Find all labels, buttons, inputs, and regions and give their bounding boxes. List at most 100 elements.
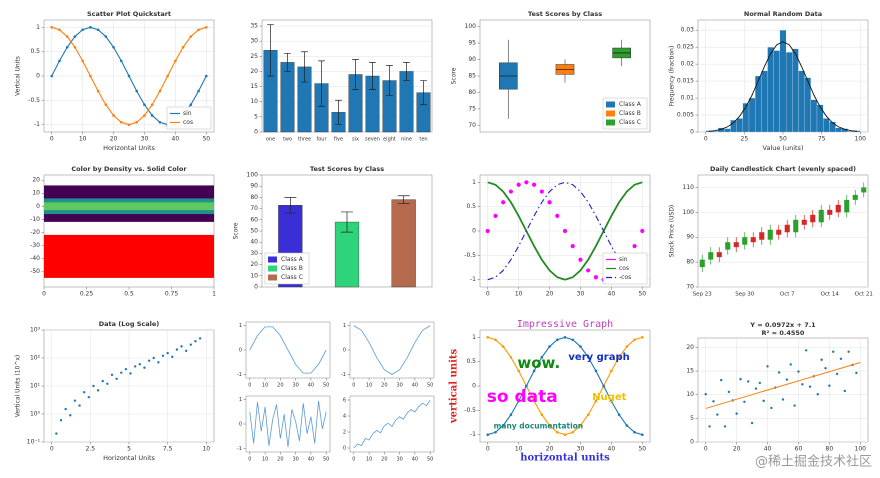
y-tick-label: 85 [468,73,476,80]
x-tick-label: 30 [292,457,298,463]
x-tick-label: ten [419,137,427,143]
series-marker [547,200,552,205]
series-marker [494,338,497,342]
scatter-point [824,367,827,370]
series-marker [189,103,193,107]
x-tick-label: 0 [50,446,54,453]
series-marker [143,114,146,117]
series-marker [617,413,621,417]
annotation: Nuget [592,392,626,403]
series-marker [563,433,567,436]
series-marker [517,369,520,373]
candle-body [844,199,850,213]
series-marker [570,243,575,249]
x-tick-label: 1 [212,291,216,298]
candle-body [818,209,824,223]
x-tick-label: 10 [79,136,87,143]
x-tick-label: 10 [262,383,268,389]
error-bar [284,197,297,214]
error-bar [420,80,427,106]
histogram-bar [798,70,805,133]
x-tick-label: nine [401,137,412,143]
x-tick-label: Oct 7 [780,292,795,298]
y-tick-label: 100 [465,23,477,30]
x-tick-label: 0.75 [165,291,179,298]
y-tick-label: 0 [36,203,40,210]
series-marker [586,413,590,417]
scatter-point [198,337,202,340]
y-tick-label: 30 [250,250,258,257]
histogram-bar [785,52,793,133]
x-tick-label: 40 [308,383,314,389]
y-tick-label: 20 [250,261,258,268]
y-tick-label: 1 [472,179,476,186]
scatter-point [712,400,715,403]
x-tick-label: 5 [127,446,131,453]
series-marker [119,59,123,63]
y-tick-label: 1 [472,334,476,341]
series-marker [517,399,520,403]
x-tick-label: 10 [515,291,523,298]
y-tick-label: 10⁰ [30,411,41,418]
y-tick-label: -1 [237,372,242,378]
scatter-point [781,398,785,401]
series-marker [204,74,208,78]
x-tick-label: 50 [638,446,646,453]
candle-body [716,252,722,258]
y-tick-label: 0.01 [681,95,695,102]
scatter-point [816,393,819,396]
series-marker [539,189,544,194]
histogram-bar [748,97,756,133]
series-marker [50,26,54,29]
legend-swatch [268,274,277,281]
y-tick-label: 10 [32,190,40,197]
legend-label: Class B [619,110,641,117]
x-tick-label: 30 [141,136,149,143]
error-bar [284,52,291,72]
bar [391,199,416,288]
x-tick-label: 0 [352,383,355,389]
x-tick-label: 0.5 [124,291,134,298]
series-line [487,181,643,281]
x-tick-label: 20 [546,291,554,298]
series-marker [562,228,568,234]
scatter-point [59,419,63,422]
y-tick-label: -1 [237,446,242,452]
x-tick-label: 20 [546,446,554,453]
candle-body [708,252,714,260]
series-marker [640,433,644,436]
series-marker [610,369,613,373]
series-marker [58,28,61,32]
scatter-point [166,351,169,355]
y-tick-label: 10 [250,98,258,105]
scatter-point [820,358,823,361]
y-tick-label: -1 [470,431,476,438]
scatter-point [64,407,67,411]
series-marker [81,59,84,63]
candle-body [725,242,731,250]
scatter-point [723,425,727,428]
scatter-point [758,381,762,385]
series-marker [508,189,514,194]
y-axis-label: vertical units [449,348,460,424]
series-marker [486,433,490,436]
legend-label: sin [619,256,628,263]
legend-box [166,106,212,130]
candle-body [801,219,807,225]
y-tick-label: 1 [343,323,346,329]
y-tick-label: 80 [686,259,694,266]
legend-label: -cos [619,274,631,281]
y-tick-label: 35 [250,23,258,30]
scatter-point [777,371,781,374]
scatter-point [789,363,792,366]
scatter-point [835,372,839,376]
y-tick-label: 0 [239,348,242,354]
scatter-point [129,372,132,375]
y-tick-label: 10² [30,355,41,362]
plot-area [697,337,869,443]
series-marker [640,228,645,234]
y-axis-label: Vertical Units [15,56,22,96]
scatter-point [770,406,773,410]
candle-body [733,242,739,248]
